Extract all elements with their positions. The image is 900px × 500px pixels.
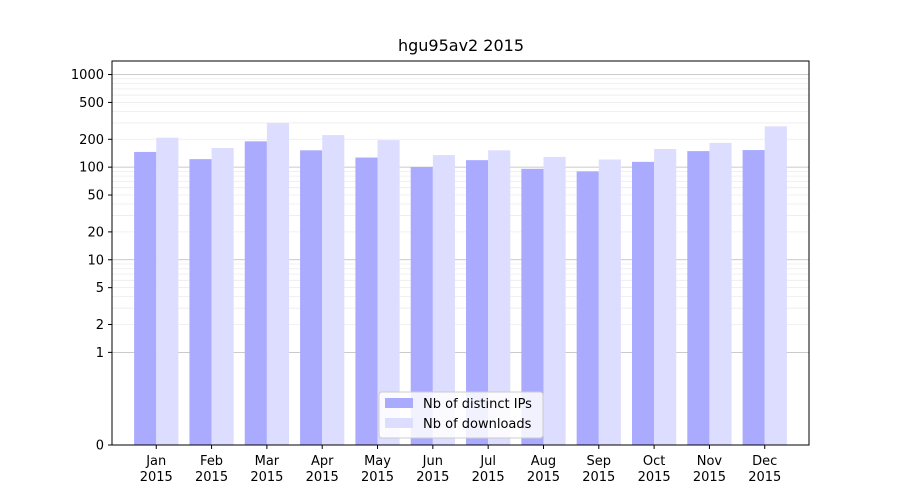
x-tick-year: 2015 <box>693 470 726 485</box>
x-tick-month: Feb <box>200 454 223 469</box>
x-tick-year: 2015 <box>416 470 449 485</box>
x-tick-label: Mar 2015 <box>250 454 283 485</box>
x-tick-year: 2015 <box>140 470 173 485</box>
x-tick-label: Apr 2015 <box>306 454 339 485</box>
bar-downloads <box>322 135 345 445</box>
x-tick-month: Mar <box>255 454 280 469</box>
y-tick-label: 1000 <box>71 68 104 83</box>
bar-distinct-ips <box>410 167 433 446</box>
y-tick-label: 500 <box>79 96 104 111</box>
x-tick-month: Sep <box>587 454 612 469</box>
bar-distinct-ips <box>521 168 544 446</box>
bar-downloads <box>211 147 234 445</box>
y-tick-label: 200 <box>79 133 104 148</box>
x-tick-label: Sep 2015 <box>582 454 615 485</box>
y-tick-label: 2 <box>96 318 104 333</box>
bar-downloads <box>764 126 787 445</box>
y-tick-label: 100 <box>79 161 104 176</box>
y-tick-label: 20 <box>87 225 104 240</box>
x-tick-label: Jan 2015 <box>140 454 173 485</box>
x-tick-year: 2015 <box>638 470 671 485</box>
x-tick-month: Jun <box>422 454 443 469</box>
bar-distinct-ips <box>355 157 378 445</box>
x-tick-month: Jul <box>479 454 496 469</box>
x-tick-year: 2015 <box>250 470 283 485</box>
legend-label: Nb of distinct IPs <box>423 397 532 412</box>
legend-label: Nb of downloads <box>423 417 532 432</box>
bar-distinct-ips <box>300 150 323 445</box>
x-tick-month: Nov <box>697 454 723 469</box>
legend-swatch <box>385 398 413 408</box>
x-tick-year: 2015 <box>472 470 505 485</box>
bar-downloads <box>156 137 179 445</box>
x-tick-label: Jul 2015 <box>472 454 505 485</box>
legend: Nb of distinct IPs Nb of downloads <box>378 391 544 439</box>
x-tick-year: 2015 <box>582 470 615 485</box>
x-tick-label: Feb 2015 <box>195 454 228 485</box>
bar-downloads <box>543 156 566 446</box>
bar-downloads <box>654 149 677 446</box>
bar-downloads <box>488 150 511 445</box>
x-tick-label: May 2015 <box>361 454 394 485</box>
y-tick-label: 1 <box>96 346 104 361</box>
y-tick-label: 5 <box>96 281 104 296</box>
bar-distinct-ips <box>742 150 765 445</box>
bar-downloads <box>266 122 290 445</box>
x-tick-month: Jan <box>145 454 166 469</box>
bar-downloads <box>709 142 732 446</box>
x-tick-year: 2015 <box>748 470 781 485</box>
x-tick-month: May <box>364 454 391 469</box>
x-tick-label: Jun 2015 <box>416 454 449 485</box>
plot-frame <box>111 60 810 446</box>
x-tick-label: Nov 2015 <box>693 454 726 485</box>
bar-distinct-ips <box>576 171 599 445</box>
chart-title: hgu95av2 2015 <box>398 36 524 55</box>
bar-distinct-ips <box>466 160 489 445</box>
x-tick-year: 2015 <box>527 470 560 485</box>
y-tick-label: 0 <box>96 439 104 454</box>
bar-distinct-ips <box>687 151 710 446</box>
x-tick-label: Dec 2015 <box>748 454 781 485</box>
bar-downloads <box>377 140 400 446</box>
y-axis: 0 1 2 5 10 20 50 100 200 500 1000 <box>71 68 112 454</box>
x-tick-label: Oct 2015 <box>638 454 671 485</box>
bars <box>134 122 787 446</box>
bar-downloads <box>432 155 455 445</box>
y-tick-label: 50 <box>87 189 104 204</box>
x-tick-label: Aug 2015 <box>527 454 560 485</box>
x-tick-month: Oct <box>643 454 665 469</box>
legend-swatch <box>385 418 413 428</box>
bar-distinct-ips <box>189 159 212 446</box>
x-tick-month: Aug <box>531 454 556 469</box>
x-tick-year: 2015 <box>361 470 394 485</box>
x-tick-month: Apr <box>311 454 334 469</box>
x-tick-month: Dec <box>752 454 777 469</box>
bar-distinct-ips <box>244 141 267 446</box>
bar-distinct-ips <box>134 151 157 445</box>
x-tick-year: 2015 <box>306 470 339 485</box>
bar-distinct-ips <box>631 161 655 446</box>
bar-downloads <box>598 159 621 446</box>
legend-box <box>378 391 544 439</box>
x-tick-year: 2015 <box>195 470 228 485</box>
y-tick-label: 10 <box>87 253 104 268</box>
